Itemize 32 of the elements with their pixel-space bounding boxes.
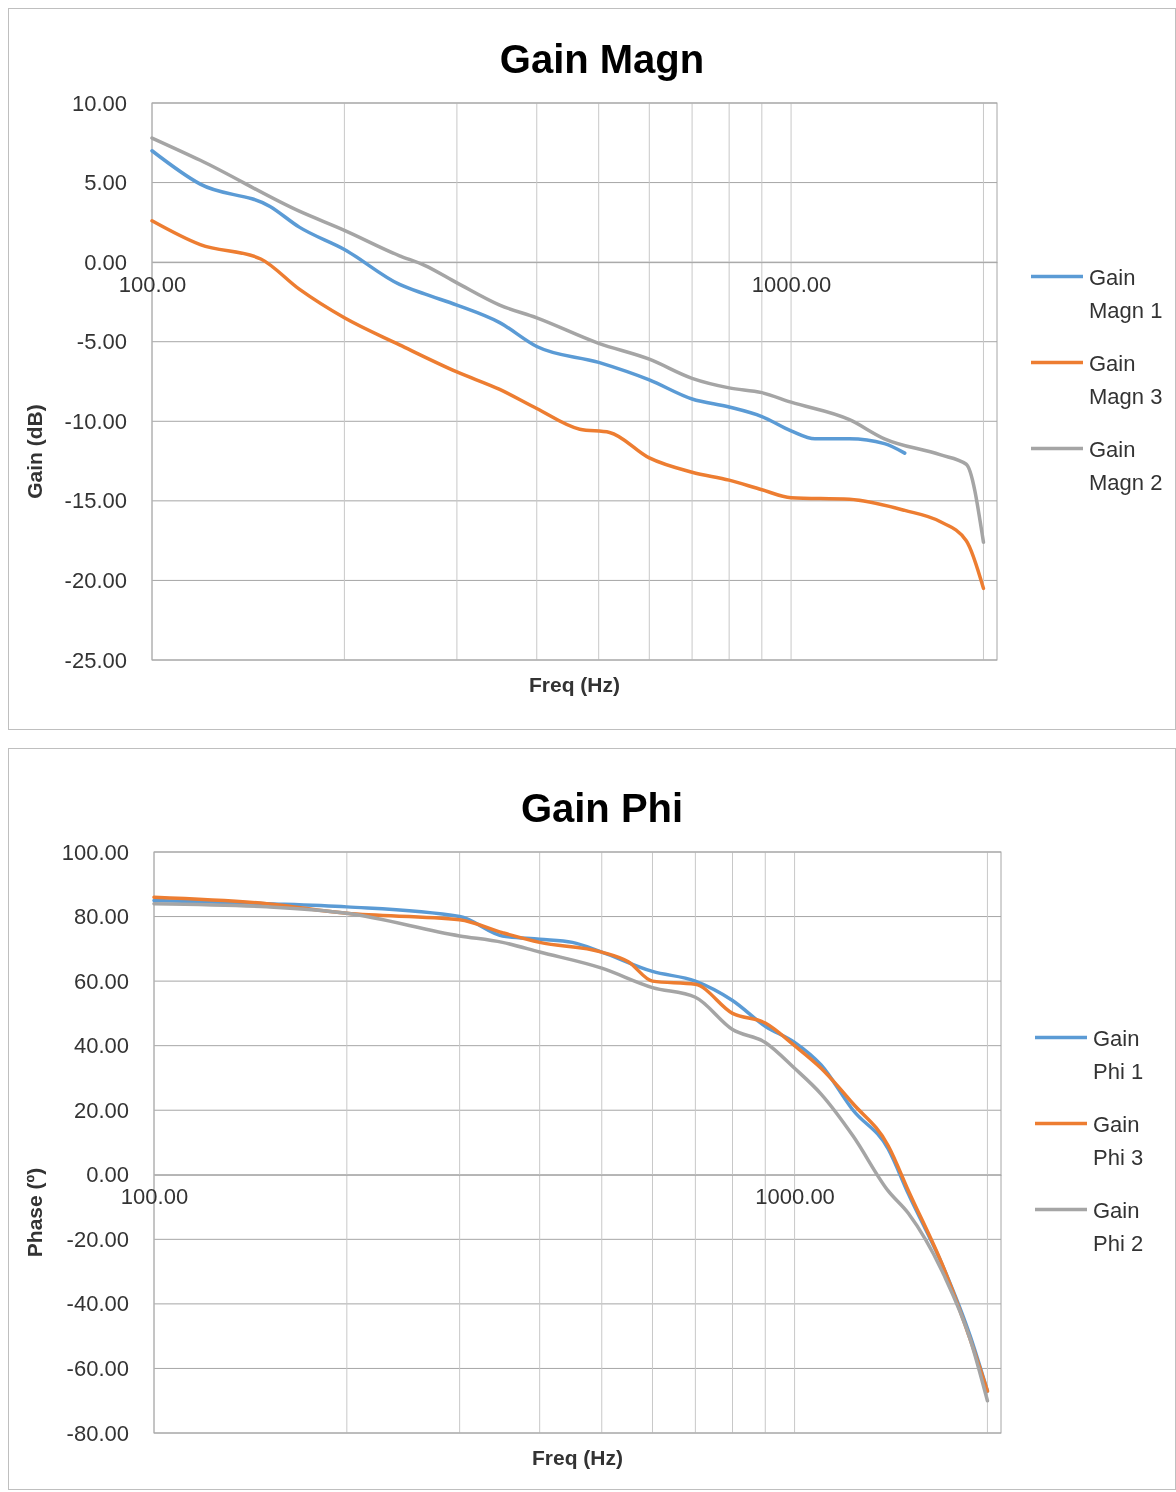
y-tick-label: 60.00 — [73, 968, 129, 994]
y-tick-label: -25.00 — [64, 647, 127, 673]
y-tick-label: -80.00 — [66, 1420, 129, 1446]
y-tick-label: 0.00 — [84, 249, 127, 275]
chart-title: Gain Phi — [520, 786, 684, 830]
y-tick-label: 10.00 — [71, 90, 127, 116]
y-tick-label: -20.00 — [66, 1226, 129, 1252]
legend-label: Gain Phi 3 — [1093, 1111, 1144, 1170]
y-tick-label: 20.00 — [73, 1097, 129, 1123]
y-tick-label: 40.00 — [73, 1033, 129, 1059]
y-tick-label: -60.00 — [66, 1355, 129, 1381]
y-axis-title: Phase (º) — [23, 1167, 46, 1258]
y-tick-label: 100.00 — [61, 839, 129, 865]
chart-title: Gain Magn — [499, 37, 705, 81]
y-tick-label: 5.00 — [84, 170, 127, 196]
y-tick-label: -15.00 — [64, 488, 127, 514]
y-axis-title: Gain (dB) — [23, 404, 46, 499]
y-tick-label: 0.00 — [86, 1162, 129, 1188]
legend-label: Gain Magn 2 — [1089, 436, 1163, 495]
x-tick-label: 1000.00 — [751, 271, 832, 297]
legend-label: Gain Magn 3 — [1089, 350, 1163, 409]
x-tick-label: 1000.00 — [755, 1184, 835, 1210]
legend-label: Gain Phi 1 — [1093, 1025, 1144, 1084]
legend-label: Gain Magn 1 — [1089, 264, 1163, 323]
x-axis-title: Freq (Hz) — [529, 673, 620, 696]
y-tick-label: -10.00 — [64, 408, 127, 434]
y-tick-label: -5.00 — [76, 329, 127, 355]
x-axis-title: Freq (Hz) — [532, 1446, 623, 1469]
y-tick-label: 80.00 — [73, 904, 129, 930]
legend-label: Gain Phi 2 — [1093, 1197, 1144, 1256]
y-tick-label: -20.00 — [64, 567, 127, 593]
y-tick-label: -40.00 — [66, 1291, 129, 1317]
